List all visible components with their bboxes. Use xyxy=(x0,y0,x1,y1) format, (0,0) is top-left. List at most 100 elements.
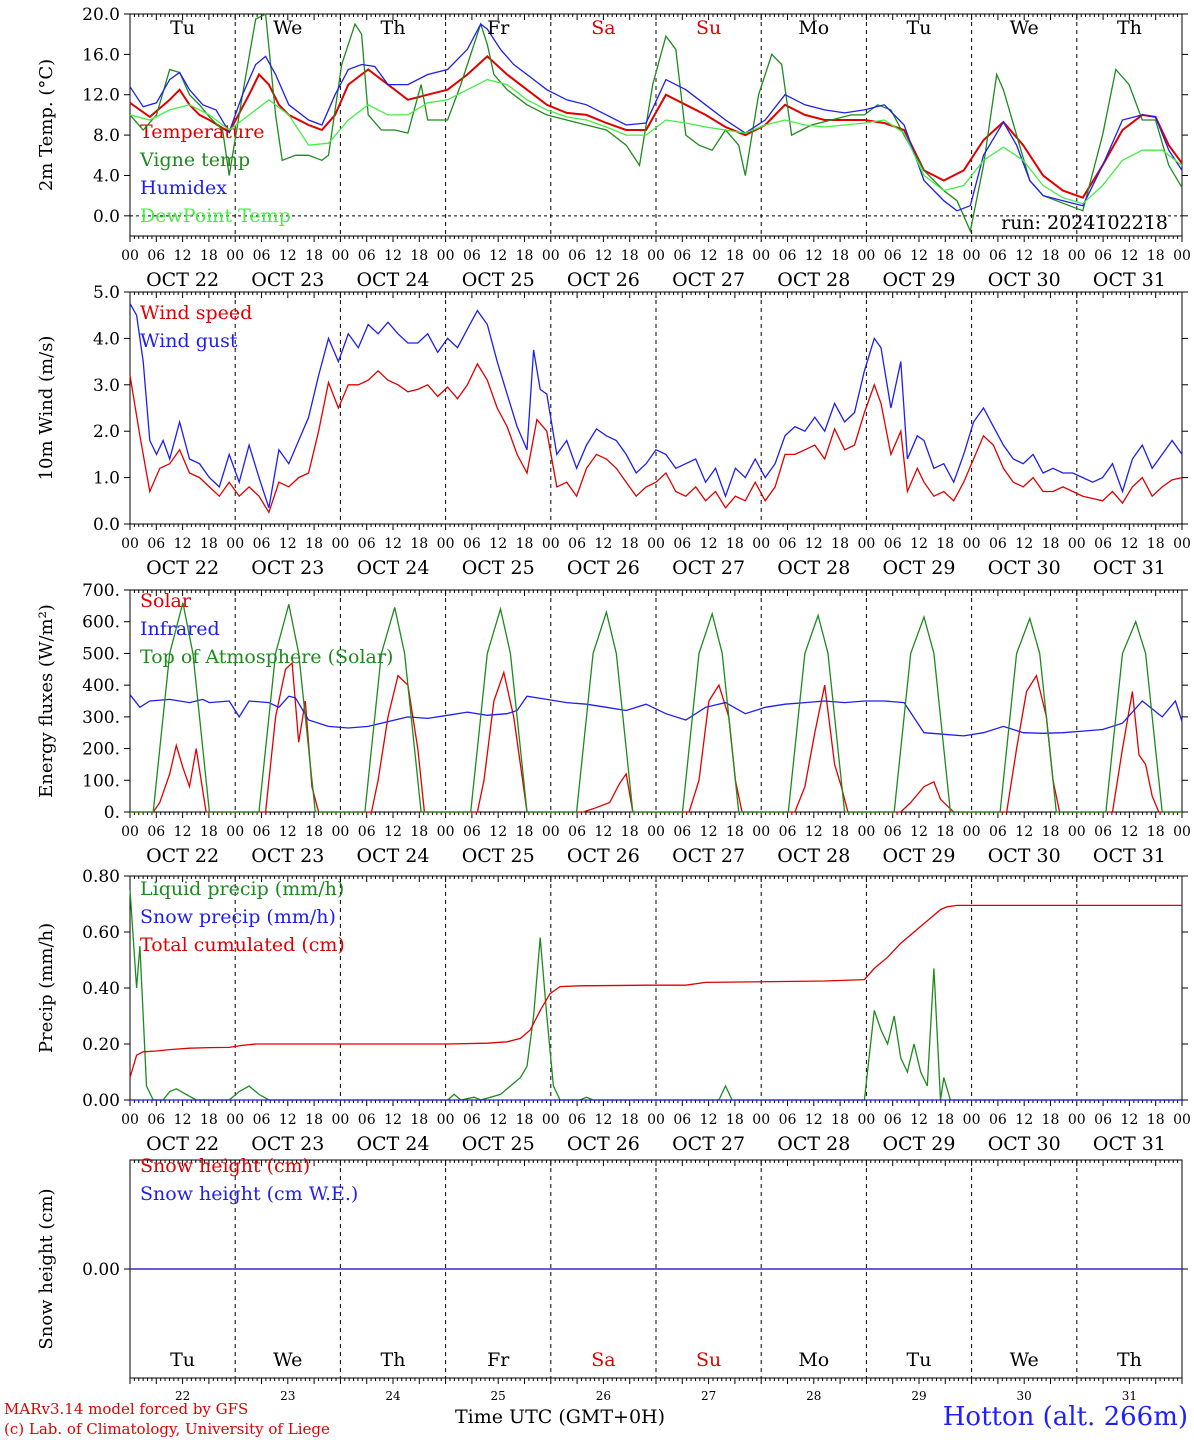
hour-label: 06 xyxy=(358,536,376,552)
hour-label: 00 xyxy=(121,1112,139,1128)
y-tick-label: 0.00 xyxy=(82,1091,120,1111)
legend-entry: Top of Atmosphere (Solar) xyxy=(140,646,393,668)
hour-label: 12 xyxy=(700,536,718,552)
hour-label: 06 xyxy=(989,824,1007,840)
hour-label: 12 xyxy=(279,248,297,264)
date-label: OCT 23 xyxy=(251,557,324,579)
hour-label: 00 xyxy=(437,1112,455,1128)
y-tick-label: 300. xyxy=(82,708,120,728)
hour-label: 12 xyxy=(384,536,402,552)
hour-label: 00 xyxy=(331,536,349,552)
hour-label: 18 xyxy=(726,1112,744,1128)
y-tick-label: 4.0 xyxy=(93,329,120,349)
hour-label: 12 xyxy=(1120,248,1138,264)
hour-label: 00 xyxy=(437,248,455,264)
hour-label: 00 xyxy=(963,824,981,840)
date-label: OCT 24 xyxy=(356,1133,429,1155)
date-label: OCT 25 xyxy=(462,845,535,867)
legend-entry: Infrared xyxy=(140,618,220,640)
hour-label: 18 xyxy=(305,536,323,552)
hour-label: 18 xyxy=(831,1112,849,1128)
weekday-label: Sa xyxy=(591,17,615,39)
weekday-label: Tu xyxy=(170,1349,195,1371)
hour-label: 06 xyxy=(673,1112,691,1128)
weekday-label: Tu xyxy=(170,17,195,39)
hour-label: 00 xyxy=(963,536,981,552)
hour-label: 18 xyxy=(936,248,954,264)
hour-label: 00 xyxy=(1068,1112,1086,1128)
hour-label: 12 xyxy=(700,824,718,840)
date-label: OCT 27 xyxy=(672,845,745,867)
date-label: OCT 23 xyxy=(251,1133,324,1155)
hour-label: 18 xyxy=(410,248,428,264)
hour-label: 06 xyxy=(253,1112,271,1128)
y-tick-label: 3.0 xyxy=(93,376,120,396)
hour-label: 06 xyxy=(779,1112,797,1128)
weekday-label: We xyxy=(273,1349,302,1371)
hour-label: 06 xyxy=(1094,536,1112,552)
weekday-label: Th xyxy=(1117,1349,1142,1371)
date-label: OCT 23 xyxy=(251,845,324,867)
hour-label: 18 xyxy=(410,536,428,552)
date-label: OCT 31 xyxy=(1093,557,1166,579)
hour-label: 00 xyxy=(542,248,560,264)
y-tick-label: 0.20 xyxy=(82,1035,120,1055)
y-tick-label: 400. xyxy=(82,676,120,696)
series-line-vigne-temp xyxy=(129,12,1183,234)
hour-label: 18 xyxy=(305,1112,323,1128)
hour-label: 18 xyxy=(516,1112,534,1128)
hour-label: 06 xyxy=(884,536,902,552)
legend-entry: Vigne temp xyxy=(139,149,250,171)
y-tick-label: 600. xyxy=(82,613,120,633)
date-label: OCT 22 xyxy=(146,269,219,291)
hour-label: 12 xyxy=(910,824,928,840)
date-label: OCT 28 xyxy=(777,557,850,579)
hour-label: 00 xyxy=(963,248,981,264)
hour-label: 18 xyxy=(1042,1112,1060,1128)
hour-label: 06 xyxy=(253,824,271,840)
date-label: OCT 24 xyxy=(356,269,429,291)
hour-label: 00 xyxy=(857,1112,875,1128)
day-number: 24 xyxy=(385,1389,401,1403)
hour-label: 18 xyxy=(410,824,428,840)
date-label: OCT 30 xyxy=(988,845,1061,867)
date-label: OCT 29 xyxy=(882,557,955,579)
hour-label: 00 xyxy=(752,536,770,552)
hour-label: 18 xyxy=(1042,824,1060,840)
date-label: OCT 30 xyxy=(988,1133,1061,1155)
y-tick-label: 0.80 xyxy=(82,867,120,887)
date-label: OCT 31 xyxy=(1093,845,1166,867)
hour-label: 00 xyxy=(331,824,349,840)
hour-label: 00 xyxy=(1173,824,1191,840)
y-tick-label: 12.0 xyxy=(82,86,120,106)
hour-label: 00 xyxy=(226,536,244,552)
hour-label: 00 xyxy=(121,824,139,840)
hour-label: 00 xyxy=(647,248,665,264)
weekday-label: We xyxy=(1010,17,1039,39)
hour-label: 00 xyxy=(857,248,875,264)
hour-label: 00 xyxy=(542,536,560,552)
date-label: OCT 27 xyxy=(672,269,745,291)
hour-label: 18 xyxy=(1147,248,1165,264)
date-label: OCT 24 xyxy=(356,845,429,867)
hour-label: 12 xyxy=(1015,536,1033,552)
hour-label: 12 xyxy=(1120,824,1138,840)
hour-label: 18 xyxy=(621,824,639,840)
hour-label: 12 xyxy=(174,1112,192,1128)
hour-label: 06 xyxy=(989,248,1007,264)
y-tick-label: 0.0 xyxy=(93,207,120,227)
hour-label: 06 xyxy=(253,248,271,264)
hour-label: 12 xyxy=(594,536,612,552)
hour-label: 12 xyxy=(489,536,507,552)
hour-label: 12 xyxy=(279,824,297,840)
hour-label: 06 xyxy=(147,536,165,552)
hour-label: 06 xyxy=(463,824,481,840)
hour-label: 12 xyxy=(1015,824,1033,840)
hour-label: 06 xyxy=(147,1112,165,1128)
hour-label: 12 xyxy=(805,824,823,840)
legend-entry: DewPoint Temp xyxy=(140,205,291,227)
hour-label: 12 xyxy=(805,1112,823,1128)
date-label: OCT 28 xyxy=(777,1133,850,1155)
date-label: OCT 23 xyxy=(251,269,324,291)
hour-label: 12 xyxy=(1015,1112,1033,1128)
